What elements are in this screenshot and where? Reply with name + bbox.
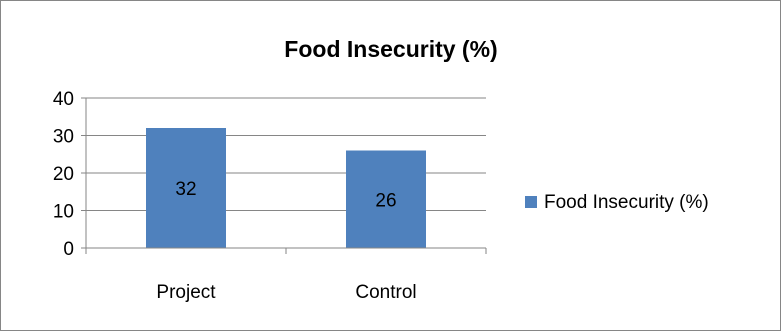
- data-label: 32: [175, 179, 196, 200]
- bar: [146, 128, 226, 248]
- legend-label: Food Insecurity (%): [544, 192, 709, 213]
- legend-swatch: [525, 196, 537, 208]
- x-category-label: Project: [156, 282, 216, 303]
- bar: [346, 150, 426, 248]
- x-axis-categories: Project Control: [156, 282, 416, 303]
- axes: [81, 97, 487, 254]
- chart-title: Food Insecurity (%): [284, 36, 497, 62]
- y-tick-label: 10: [53, 202, 74, 223]
- y-tick-label: 30: [53, 127, 74, 148]
- y-axis-ticks: 0 10 20 30 40: [53, 89, 74, 260]
- y-tick-label: 20: [53, 164, 74, 185]
- bars: 32 26: [146, 128, 426, 248]
- data-label: 26: [375, 190, 396, 211]
- legend: Food Insecurity (%): [525, 192, 709, 213]
- y-tick-label: 40: [53, 89, 74, 110]
- x-category-label: Control: [355, 282, 416, 303]
- y-tick-label: 0: [63, 239, 74, 260]
